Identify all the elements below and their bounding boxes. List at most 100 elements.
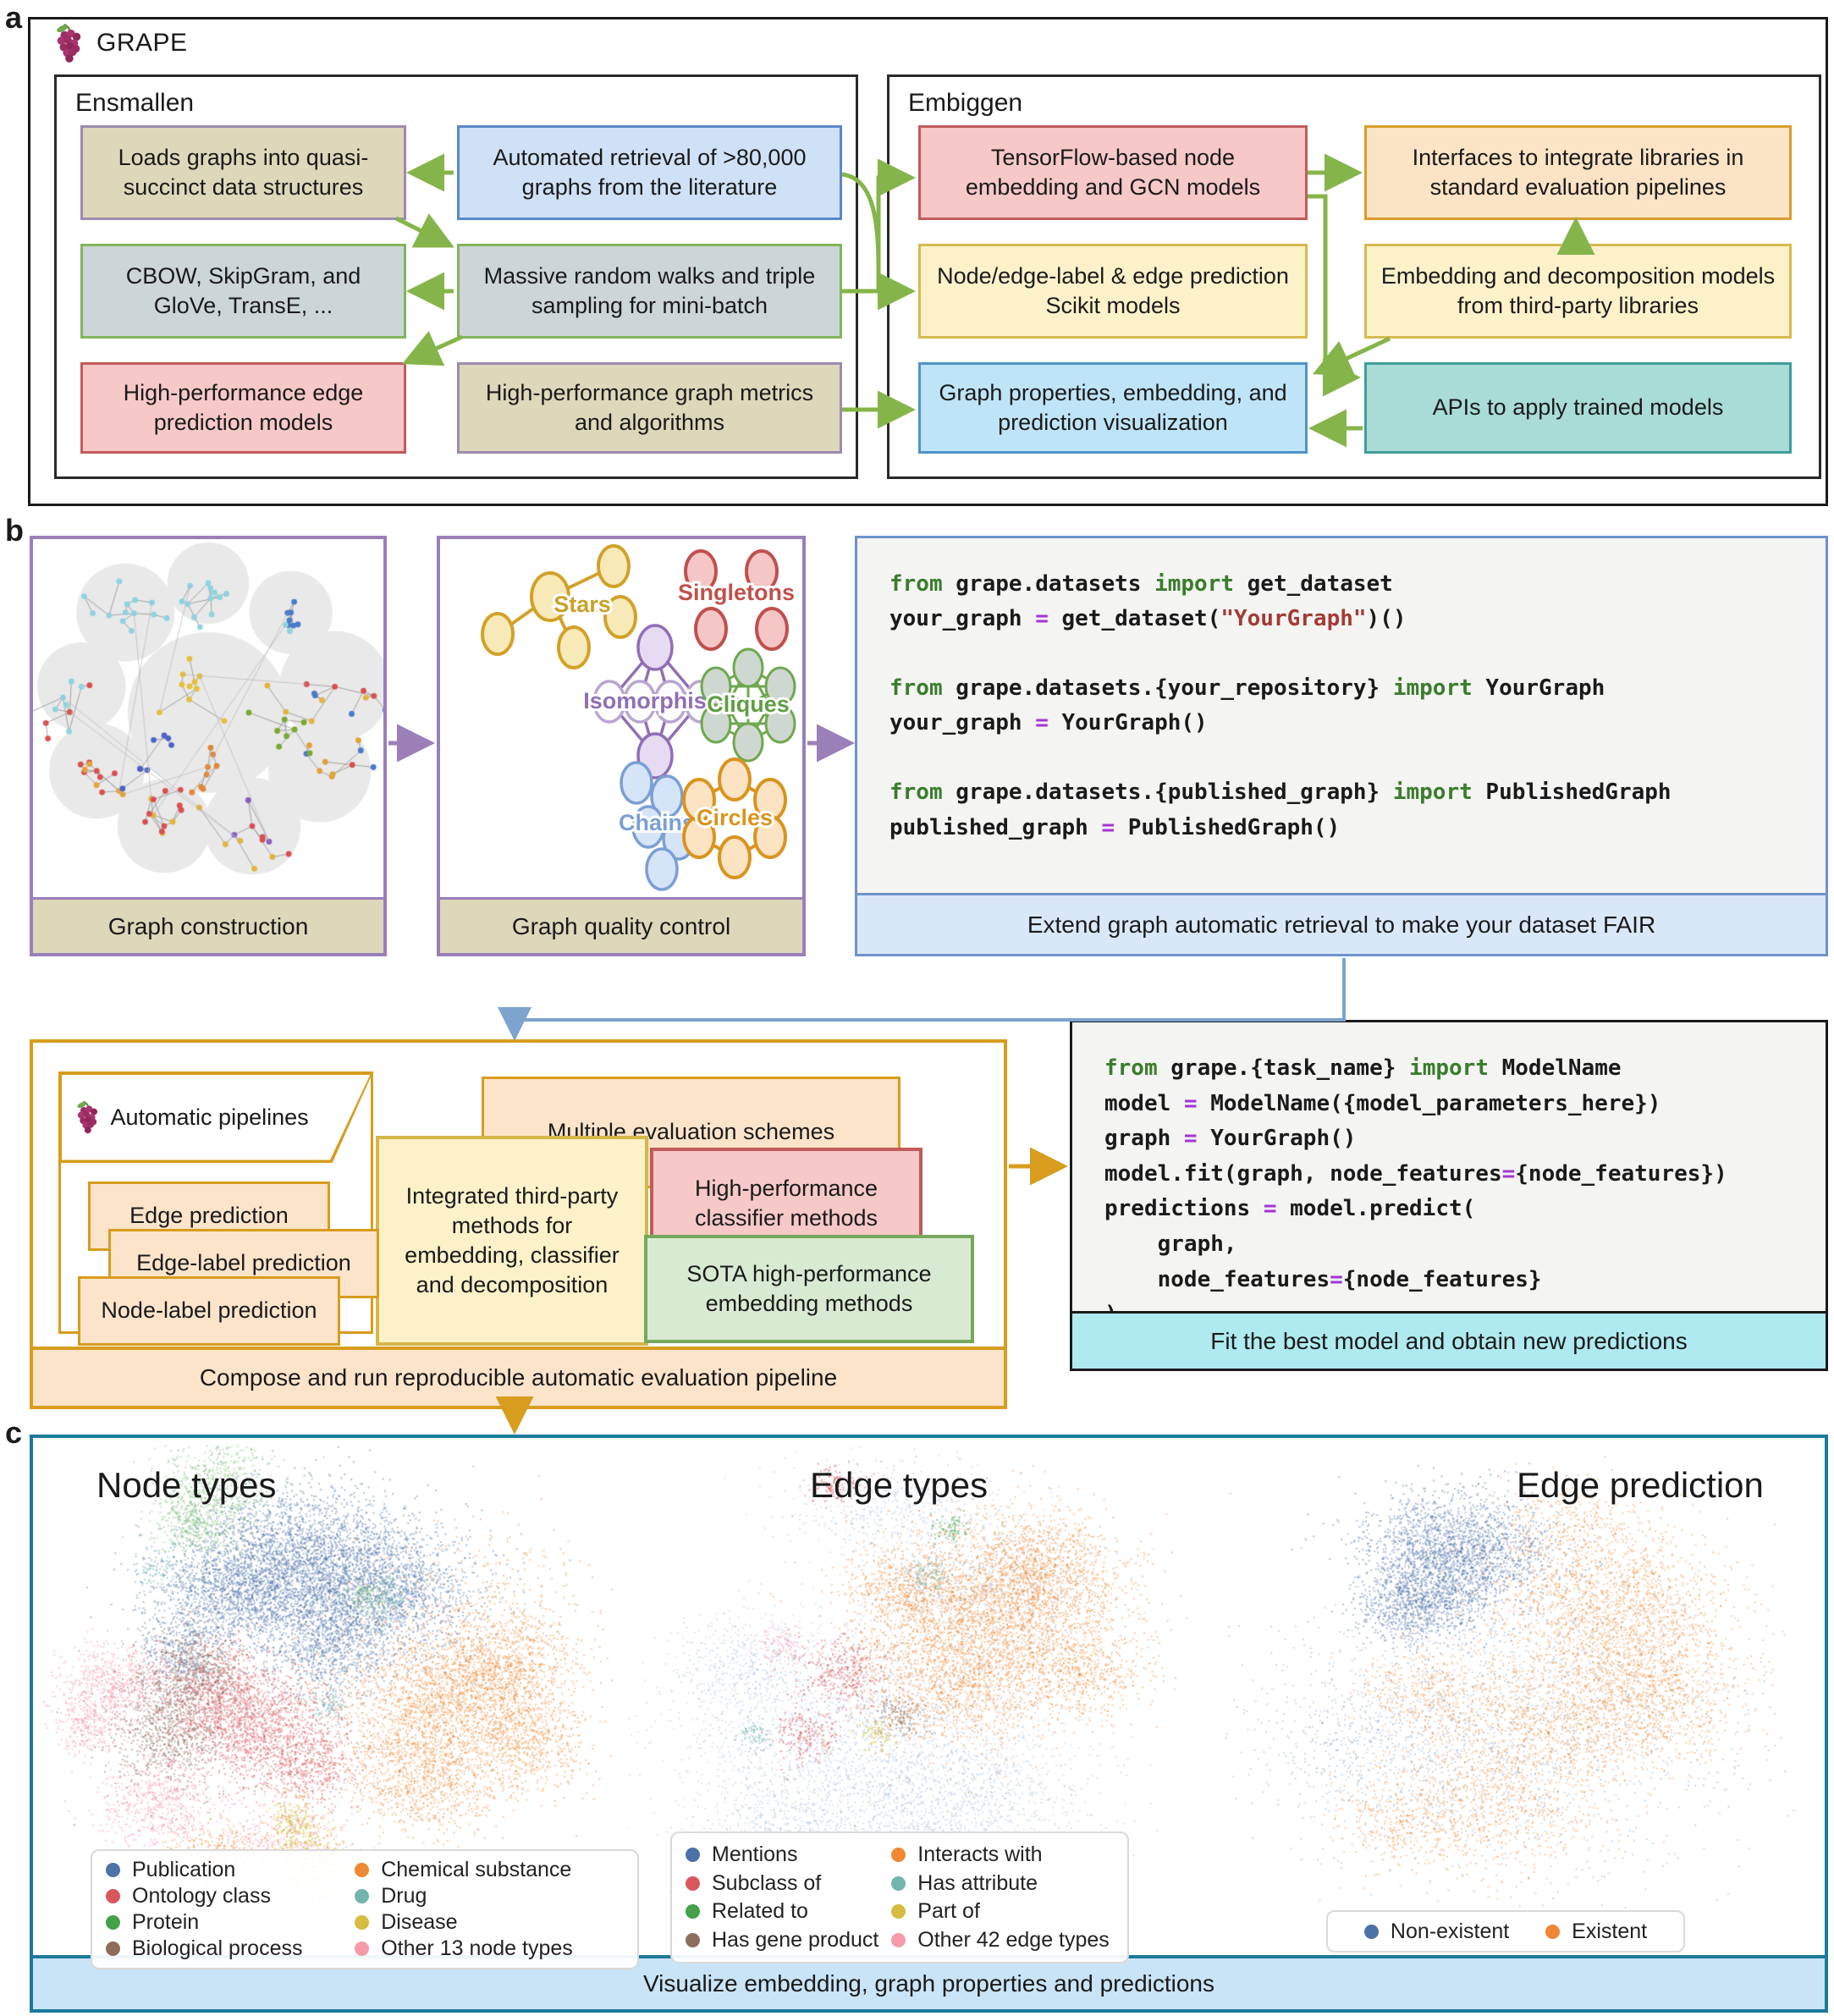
legend-dot xyxy=(355,1863,370,1877)
code-line: predictions = model.predict( xyxy=(1104,1196,1476,1222)
code-line: node_features={node_features} xyxy=(1104,1266,1542,1292)
box-apis: APIs to apply trained models xyxy=(1364,362,1792,454)
legend-item: Has attribute xyxy=(891,1871,1114,1896)
code-line: graph, xyxy=(1104,1231,1237,1257)
node-types-title: Node types xyxy=(96,1465,277,1505)
legend-label: Related to xyxy=(712,1899,808,1924)
legend-dot xyxy=(106,1889,120,1903)
panel-label-c: c xyxy=(5,1415,23,1450)
box-loads: Loads graphs into quasi-succinct data st… xyxy=(80,125,406,220)
code-line: from grape.{task_name} import ModelName xyxy=(1104,1055,1622,1081)
code-line: from grape.datasets import get_dataset xyxy=(889,571,1393,597)
automatic-pipelines-frame: Automatic pipelines Edge prediction Edge… xyxy=(30,1039,1007,1409)
legend-dot xyxy=(891,1876,906,1891)
legend-item: Part of xyxy=(891,1899,1114,1924)
legend-label: Existent xyxy=(1572,1919,1648,1943)
legend-item: Related to xyxy=(686,1899,891,1924)
box-tensorflow: TensorFlow-based node embedding and GCN … xyxy=(918,125,1308,220)
grape-icon xyxy=(57,24,81,63)
legend-item: Subclass of xyxy=(686,1871,891,1896)
isomorphism-motif xyxy=(592,624,718,779)
automatic-pipelines-tab: Automatic pipelines xyxy=(58,1071,373,1163)
automatic-pipelines-label: Automatic pipelines xyxy=(110,1104,309,1130)
legend-dot xyxy=(686,1876,700,1891)
legend-dot xyxy=(686,1847,700,1862)
legend-label: Drug xyxy=(381,1884,427,1908)
code-block-fit-predict: from grape.{task_name} import ModelName m… xyxy=(1070,1020,1828,1371)
legend-item: Drug xyxy=(355,1884,624,1909)
legend-dot xyxy=(1363,1924,1379,1939)
code-line: your_graph = get_dataset("YourGraph")() xyxy=(889,606,1407,632)
legend-dot xyxy=(355,1915,370,1930)
legend-item: Publication xyxy=(106,1858,355,1882)
code-fit-predict-text: from grape.{task_name} import ModelName m… xyxy=(1104,1051,1809,1333)
circles-motif xyxy=(682,757,787,879)
legend-label: Has gene product xyxy=(712,1928,879,1953)
legend-dot xyxy=(355,1889,370,1903)
legend-dot xyxy=(891,1933,906,1948)
legend-label: Biological process xyxy=(132,1936,303,1960)
legend-item: Existent xyxy=(1545,1920,1647,1944)
legend-item: Mentions xyxy=(686,1842,891,1867)
panel-c-frame: Node types Edge types Edge prediction Pu… xyxy=(30,1435,1828,2013)
code-line: published_graph = PublishedGraph() xyxy=(889,814,1341,840)
legend-label: Chemical substance xyxy=(381,1858,572,1881)
legend-dot xyxy=(891,1904,906,1920)
legend-item: Other 42 edge types xyxy=(891,1928,1114,1953)
box-retrieval: Automated retrieval of >80,000 graphs fr… xyxy=(457,125,842,220)
brand-row: GRAPE xyxy=(52,22,188,64)
cliques-label: Cliques xyxy=(707,691,790,717)
box-interfaces: Interfaces to integrate libraries in sta… xyxy=(1364,125,1792,220)
graph-construction-box: Graph construction xyxy=(30,536,387,956)
legend-item: Ontology class xyxy=(106,1884,355,1909)
legend-label: Disease xyxy=(381,1910,458,1934)
legend-dot xyxy=(106,1915,120,1930)
code-line xyxy=(889,741,1809,775)
node-types-legend: Publication Chemical substance Ontology cl… xyxy=(91,1849,639,1969)
code-datasets-caption: Extend graph automatic retrieval to make… xyxy=(857,893,1826,954)
embiggen-title: Embiggen xyxy=(908,89,1023,117)
legend-dot xyxy=(686,1904,700,1920)
pipelines-caption: Compose and run reproducible automatic e… xyxy=(33,1347,1004,1406)
legend-dot xyxy=(1545,1924,1561,1939)
edge-prediction-title: Edge prediction xyxy=(1517,1465,1764,1505)
legend-label: Mentions xyxy=(712,1842,798,1866)
legend-label: Interacts with xyxy=(917,1842,1043,1866)
stars-motif xyxy=(481,544,637,669)
code-fit-predict-caption: Fit the best model and obtain new predic… xyxy=(1072,1311,1826,1369)
box-integrated-third-party: Integrated third-party methods for embed… xyxy=(376,1136,648,1346)
legend-dot xyxy=(686,1933,700,1948)
code-line: from grape.datasets.{your_repository} im… xyxy=(889,675,1605,702)
brand-name: GRAPE xyxy=(96,29,188,57)
legend-label: Ontology class xyxy=(132,1884,271,1908)
edge-types-title: Edge types xyxy=(810,1465,989,1505)
code-line: your_graph = YourGraph() xyxy=(889,710,1208,736)
box-cbow: CBOW, SkipGram, and GloVe, TransE, ... xyxy=(80,244,406,339)
legend-label: Other 42 edge types xyxy=(917,1928,1110,1953)
panel-label-b: b xyxy=(5,513,24,548)
code-line xyxy=(889,636,1809,671)
legend-label: Other 13 node types xyxy=(381,1936,573,1960)
legend-label: Publication xyxy=(132,1858,236,1881)
edge-prediction-scatter xyxy=(1225,1445,1801,1944)
legend-dot xyxy=(106,1863,120,1877)
panel-label-a: a xyxy=(5,0,23,35)
edge-types-legend: Mentions Interacts with Subclass of Has att… xyxy=(670,1831,1129,1964)
box-graph-metrics: High-performance graph metrics and algor… xyxy=(457,362,842,454)
graph-quality-box: Stars Singletons Isomorphism Cliques Cha… xyxy=(437,536,806,956)
legend-dot xyxy=(355,1942,370,1956)
legend-dot xyxy=(891,1847,906,1862)
legend-item: Has gene product xyxy=(686,1928,891,1953)
legend-item: Biological process xyxy=(106,1936,355,1961)
legend-label: Non-existent xyxy=(1390,1919,1510,1943)
graph-quality-caption: Graph quality control xyxy=(440,897,802,953)
legend-label: Has attribute xyxy=(917,1870,1038,1895)
graph-construction-caption: Graph construction xyxy=(33,897,383,953)
legend-dot xyxy=(106,1942,120,1956)
singletons-motif xyxy=(684,549,789,651)
box-edge-prediction-models: High-performance edge prediction models xyxy=(80,362,406,454)
legend-item: Protein xyxy=(106,1910,355,1935)
